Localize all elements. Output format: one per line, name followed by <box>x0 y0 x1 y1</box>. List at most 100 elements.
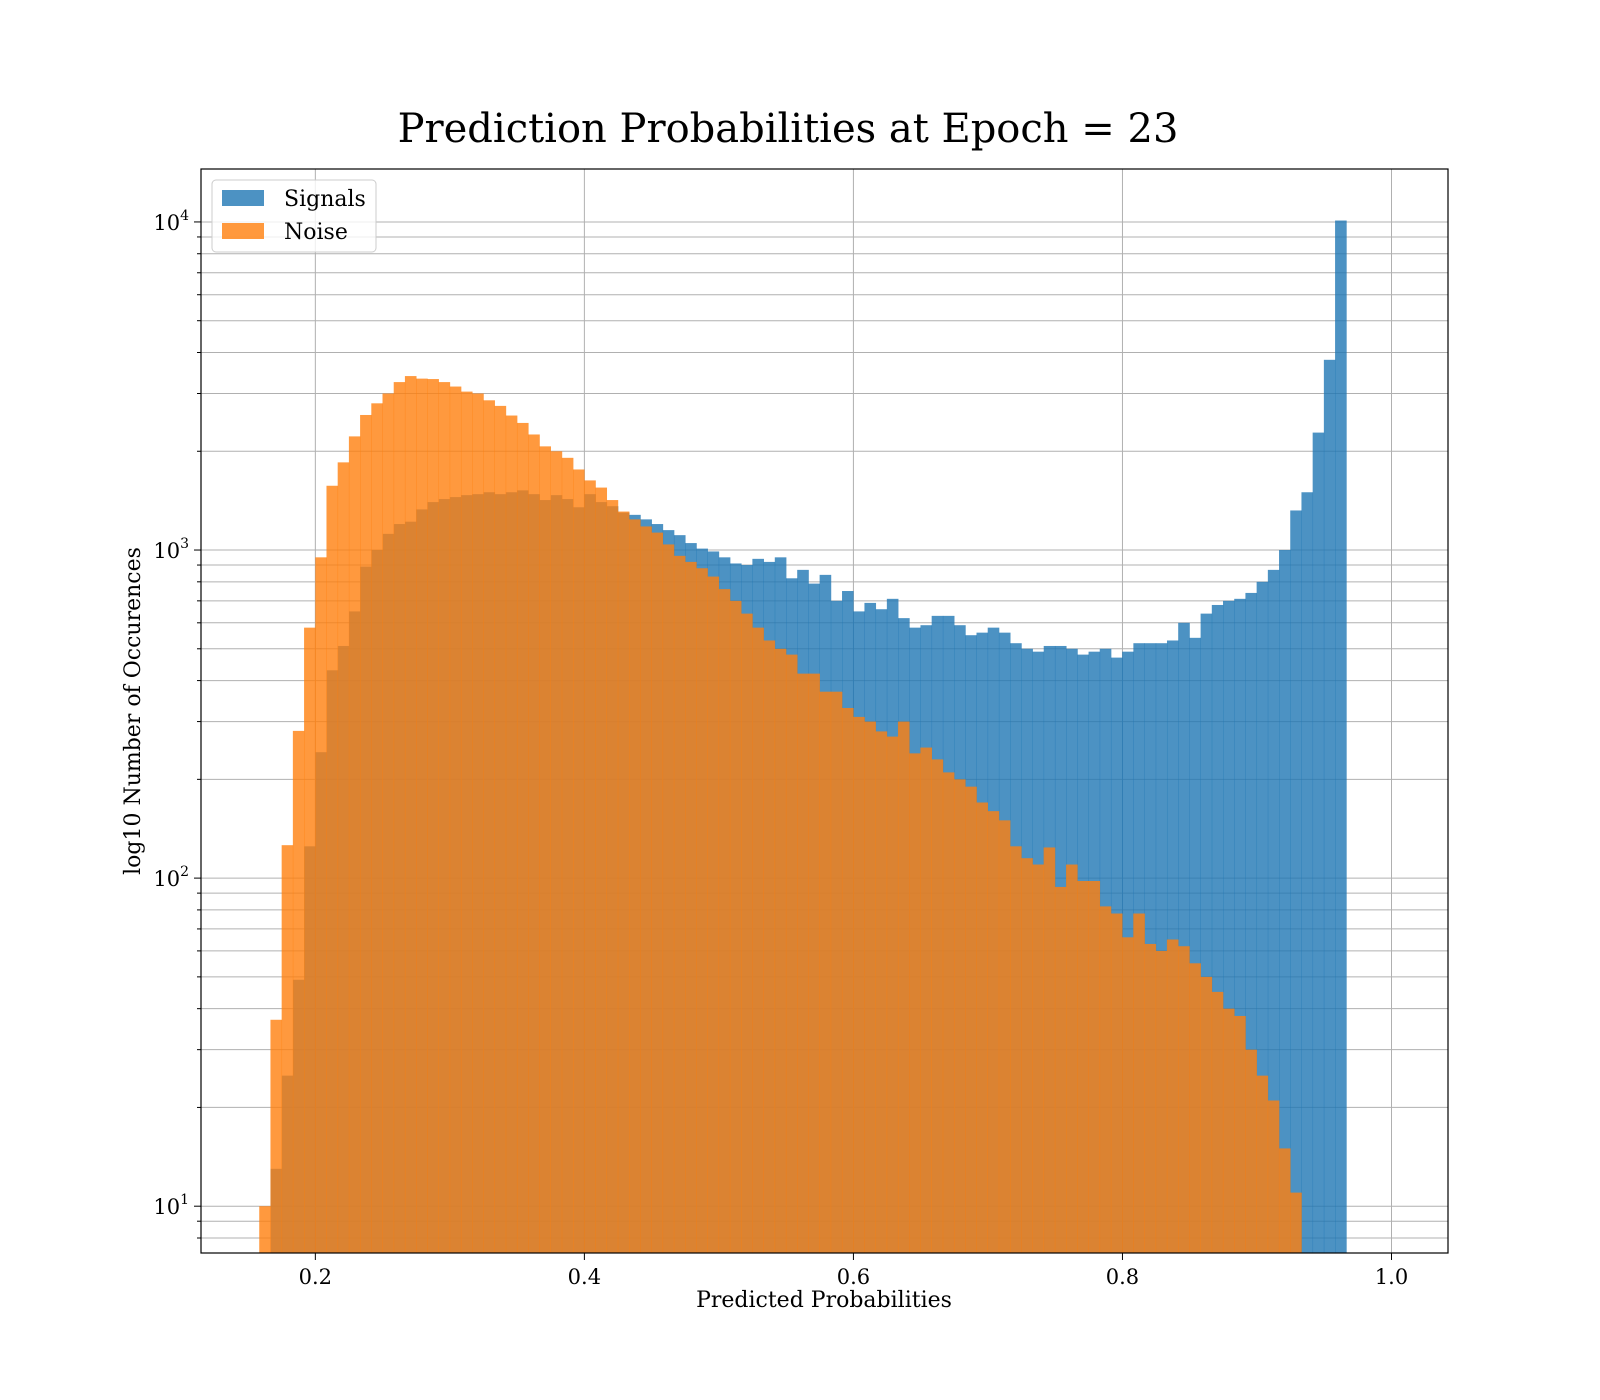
bar-noise <box>953 779 966 1253</box>
bar-noise <box>304 627 316 1253</box>
bar-noise <box>360 414 372 1253</box>
y-tick-label: 101 <box>153 1192 189 1219</box>
bar-signals <box>1211 604 1224 1253</box>
x-tick-label: 1.0 <box>1375 1265 1408 1289</box>
bar-noise <box>1200 976 1213 1253</box>
bar-noise <box>1099 906 1112 1253</box>
bar-noise <box>337 462 350 1253</box>
bar-noise <box>909 753 921 1253</box>
bar-noise <box>662 544 675 1253</box>
bar-noise <box>382 393 395 1253</box>
bar-noise <box>617 511 630 1254</box>
bar-signals <box>1178 622 1190 1253</box>
bar-signals <box>1301 492 1314 1253</box>
bar-noise <box>640 526 652 1253</box>
bar-noise <box>270 1019 283 1253</box>
x-axis-ticks: 0.2 0.4 0.6 0.8 1.0 <box>299 1253 1408 1289</box>
bar-noise <box>752 627 764 1253</box>
histogram-bars <box>259 220 1347 1254</box>
bar-noise <box>931 759 944 1253</box>
bar-noise <box>1122 937 1134 1253</box>
bar-noise <box>651 532 664 1253</box>
y-tick-label: 104 <box>153 208 189 235</box>
legend-swatch-signals <box>222 190 264 206</box>
y-tick-label: 103 <box>153 536 189 563</box>
bar-noise <box>494 405 507 1254</box>
bar-noise <box>707 576 720 1253</box>
bar-noise <box>326 485 339 1253</box>
legend-label-noise: Noise <box>284 220 348 245</box>
bar-noise <box>729 600 742 1253</box>
bar-noise <box>875 731 888 1253</box>
bar-noise <box>1133 913 1145 1253</box>
bar-signals <box>1223 600 1235 1253</box>
legend-swatch-noise <box>222 223 264 239</box>
bar-noise <box>1178 946 1190 1253</box>
chart-title: Prediction Probabilities at Epoch = 23 <box>398 106 1179 152</box>
bar-noise <box>819 691 832 1253</box>
bar-noise <box>1054 886 1067 1253</box>
series-noise <box>259 376 1302 1254</box>
bar-noise <box>1088 880 1101 1253</box>
bar-noise <box>460 391 473 1253</box>
bar-noise <box>315 557 327 1253</box>
bar-noise <box>449 386 462 1253</box>
bar-noise <box>539 446 551 1253</box>
bar-noise <box>998 820 1011 1253</box>
bar-noise <box>516 422 529 1253</box>
bar-noise <box>371 403 383 1253</box>
y-tick-label: 102 <box>153 864 189 891</box>
bar-noise <box>292 730 305 1253</box>
bar-noise <box>1222 1008 1235 1253</box>
bar-noise <box>595 487 608 1253</box>
bar-noise <box>404 376 417 1253</box>
bar-signals <box>1323 359 1336 1253</box>
bar-noise <box>987 811 1000 1253</box>
bar-noise <box>1010 846 1022 1253</box>
bar-noise <box>1144 943 1157 1253</box>
bar-noise <box>830 691 843 1253</box>
bar-signals <box>1245 592 1258 1253</box>
bar-noise <box>785 654 798 1253</box>
bar-noise <box>1278 1148 1291 1253</box>
bar-noise <box>393 382 406 1253</box>
bar-noise <box>259 1206 271 1253</box>
bar-noise <box>897 721 910 1253</box>
bar-noise <box>853 716 865 1253</box>
bar-noise <box>550 451 563 1253</box>
bar-noise <box>472 393 484 1253</box>
x-tick-label: 0.4 <box>568 1265 601 1289</box>
bar-noise <box>1267 1100 1280 1253</box>
bar-noise <box>696 568 708 1253</box>
bar-noise <box>1155 950 1168 1253</box>
bar-noise <box>1166 939 1179 1253</box>
bar-noise <box>1256 1075 1269 1253</box>
bar-signals <box>1335 220 1347 1254</box>
bar-noise <box>1043 847 1056 1253</box>
bar-noise <box>1211 991 1224 1253</box>
bar-noise <box>606 500 619 1254</box>
bar-noise <box>348 436 361 1254</box>
bar-noise <box>1189 963 1201 1253</box>
bar-noise <box>797 673 809 1253</box>
bar-noise <box>886 736 899 1253</box>
bar-noise <box>438 382 451 1253</box>
bar-noise <box>1066 864 1078 1253</box>
bar-noise <box>1245 1049 1257 1253</box>
legend-label-signals: Signals <box>284 187 366 212</box>
bar-signals <box>1267 569 1280 1253</box>
bar-noise <box>1234 1015 1246 1253</box>
bar-noise <box>920 747 932 1253</box>
plot-frame <box>200 168 1449 1254</box>
legend: Signals Noise <box>211 179 377 253</box>
bar-noise <box>841 707 854 1253</box>
bar-noise <box>1021 858 1033 1253</box>
bar-noise <box>1032 864 1045 1253</box>
bar-noise <box>774 648 787 1253</box>
bar-noise <box>718 589 731 1253</box>
bar-noise <box>1077 880 1089 1253</box>
bar-noise <box>864 721 876 1253</box>
bar-signals <box>1256 581 1269 1253</box>
bar-signals <box>1155 643 1168 1253</box>
bar-noise <box>673 555 686 1253</box>
